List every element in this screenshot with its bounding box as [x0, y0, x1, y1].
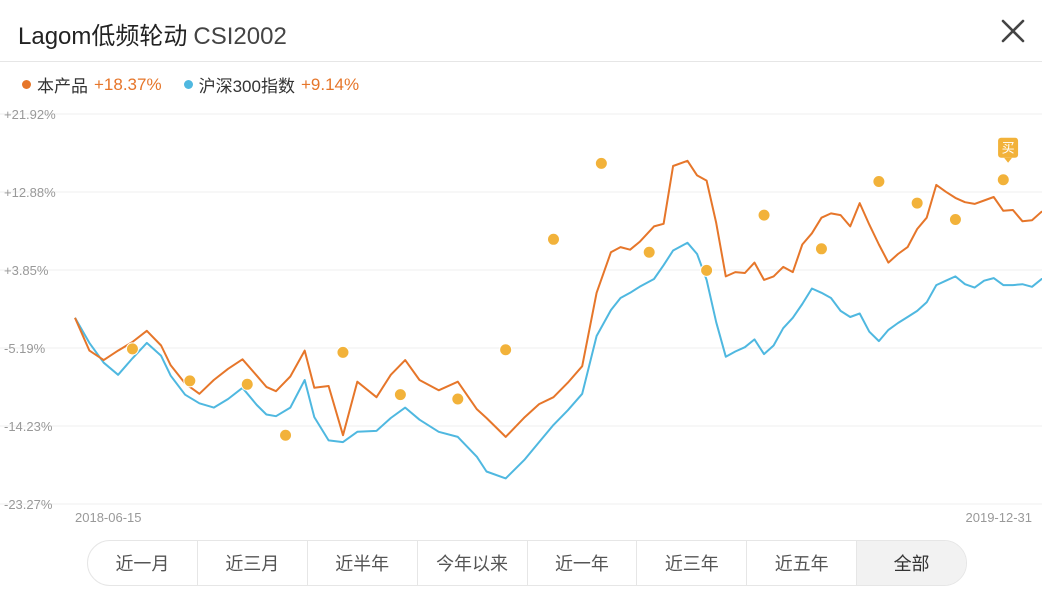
- y-tick-label: +12.88%: [4, 185, 56, 200]
- trade-marker: [700, 263, 714, 277]
- close-icon-glyph: [1001, 19, 1025, 43]
- y-tick-label: -5.19%: [4, 341, 46, 356]
- close-icon[interactable]: [996, 14, 1030, 48]
- trade-marker: [814, 242, 828, 256]
- tab-5y[interactable]: 近五年: [747, 541, 858, 585]
- chart-legend: 本产品 +18.37% 沪深300指数 +9.14%: [22, 72, 381, 97]
- header-bar: Lagom低频轮动 CSI2002: [0, 0, 1042, 62]
- y-tick-label: -14.23%: [4, 419, 53, 434]
- x-start-label: 2018-06-15: [75, 510, 142, 525]
- legend-item-index[interactable]: 沪深300指数 +9.14%: [183, 72, 360, 97]
- tab-1y[interactable]: 近一年: [528, 541, 638, 585]
- legend-label: 沪深300指数: [198, 77, 295, 96]
- trade-marker: [547, 232, 560, 246]
- tab-3y[interactable]: 近三年: [637, 541, 748, 585]
- x-end-label: 2019-12-31: [966, 510, 1033, 525]
- legend-item-product[interactable]: 本产品 +18.37%: [22, 72, 162, 97]
- buy-badge-label: 买: [1002, 142, 1015, 157]
- legend-value: +9.14%: [300, 74, 360, 94]
- buy-badge: [998, 137, 1019, 158]
- trade-marker: [183, 374, 197, 388]
- trade-marker: [910, 196, 924, 210]
- y-tick-label: +21.92%: [4, 107, 56, 122]
- tab-ytd[interactable]: 今年以来: [418, 541, 528, 585]
- trade-marker: [451, 392, 465, 406]
- series-line-product: [74, 159, 1042, 438]
- tab-3m[interactable]: 近三月: [198, 541, 308, 585]
- y-tick-label: -23.27%: [4, 497, 53, 512]
- trade-marker: [872, 174, 886, 188]
- tab-6m[interactable]: 近半年: [308, 541, 418, 585]
- trade-marker: [948, 212, 962, 226]
- trade-marker: [393, 388, 407, 402]
- trade-marker: [996, 173, 1010, 187]
- line-chart[interactable]: +21.92% +12.88% +3.85% -5.19% -14.23% -23.27%…: [0, 100, 1042, 525]
- trade-marker: [757, 208, 771, 222]
- legend-dot-index: [183, 80, 193, 89]
- trade-marker: [240, 377, 254, 391]
- trade-marker: [499, 343, 513, 357]
- fund-code: CSI2002: [193, 23, 287, 50]
- trade-marker: [336, 345, 350, 359]
- trade-marker: [279, 428, 293, 442]
- series-line-index: [74, 241, 1042, 480]
- tab-all[interactable]: 全部: [857, 541, 966, 585]
- trade-marker: [125, 342, 139, 356]
- legend-dot-product: [22, 80, 31, 89]
- legend-value: +18.37%: [94, 74, 162, 94]
- buy-badge-pointer: [1004, 157, 1013, 163]
- fund-name: Lagom低频轮动: [18, 23, 188, 50]
- tab-1m[interactable]: 近一月: [88, 541, 198, 585]
- page-title: Lagom低频轮动 CSI2002: [18, 16, 287, 51]
- y-tick-label: +3.85%: [4, 263, 49, 278]
- trade-marker: [594, 156, 608, 170]
- legend-label: 本产品: [37, 77, 88, 96]
- trade-marker: [642, 245, 656, 259]
- period-tabs: 近一月 近三月 近半年 今年以来 近一年 近三年 近五年 全部: [87, 540, 967, 586]
